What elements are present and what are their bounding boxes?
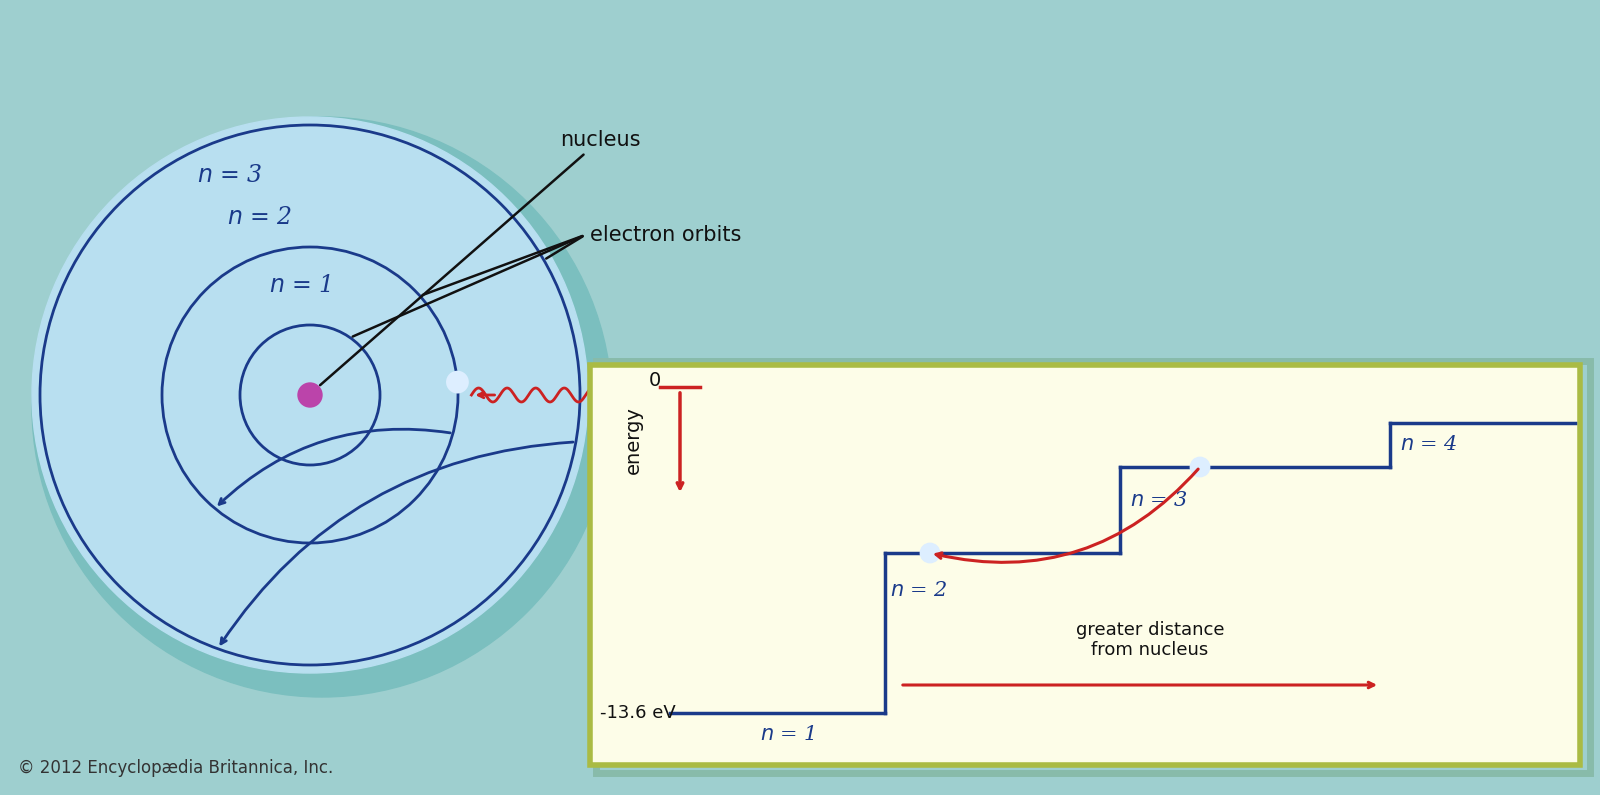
- Text: electron: electron: [814, 383, 899, 403]
- FancyBboxPatch shape: [590, 365, 1581, 765]
- Circle shape: [922, 544, 939, 562]
- Text: electron orbits: electron orbits: [590, 225, 741, 245]
- Text: $n$ = 3: $n$ = 3: [197, 164, 262, 187]
- Text: 0: 0: [650, 370, 661, 390]
- Circle shape: [790, 385, 810, 405]
- Text: $n$ = 3: $n$ = 3: [1130, 491, 1189, 510]
- Text: © 2012 Encyclopædia Britannica, Inc.: © 2012 Encyclopædia Britannica, Inc.: [18, 759, 333, 777]
- Circle shape: [448, 372, 467, 392]
- Text: nucleus: nucleus: [320, 130, 640, 385]
- Text: -13.6 eV: -13.6 eV: [600, 704, 675, 722]
- Text: $n$ = 1: $n$ = 1: [269, 273, 331, 297]
- Circle shape: [1190, 458, 1210, 476]
- Text: energy: energy: [624, 406, 643, 474]
- Text: $n$ = 2: $n$ = 2: [890, 580, 949, 599]
- Circle shape: [298, 383, 322, 407]
- Text: $n$ = 1: $n$ = 1: [760, 726, 814, 744]
- Circle shape: [32, 117, 611, 697]
- Text: $n$ = 2: $n$ = 2: [227, 205, 293, 228]
- Text: $n$ = 4: $n$ = 4: [1400, 436, 1458, 455]
- Circle shape: [32, 117, 589, 673]
- Text: greater distance
from nucleus: greater distance from nucleus: [1075, 621, 1224, 659]
